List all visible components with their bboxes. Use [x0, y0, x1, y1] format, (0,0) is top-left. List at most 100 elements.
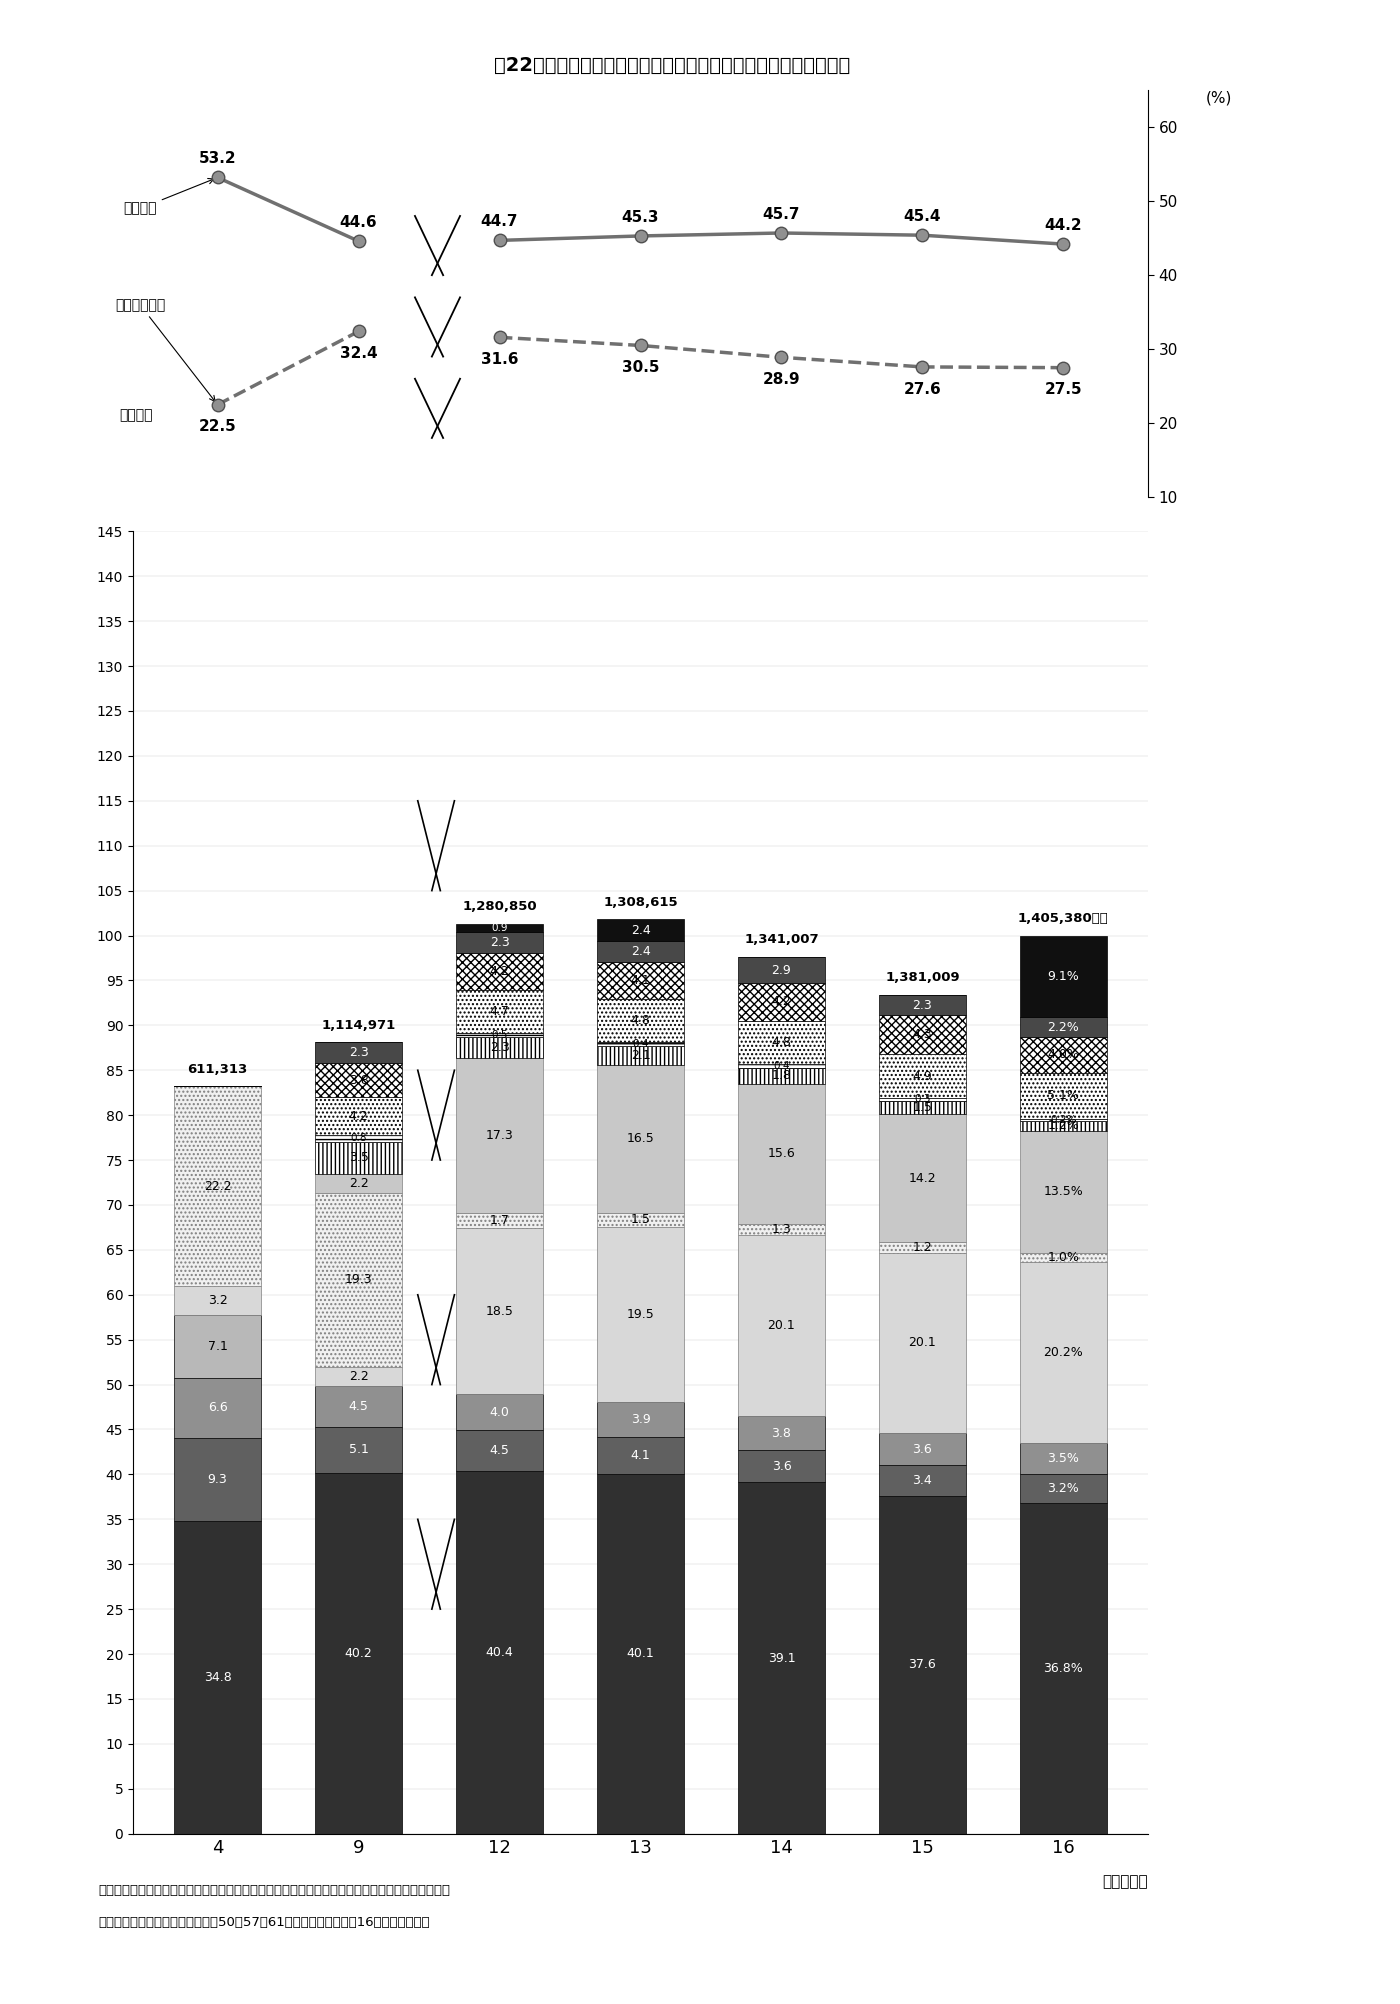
Text: 44.6: 44.6 — [340, 214, 378, 230]
Text: 2.2: 2.2 — [349, 1371, 368, 1383]
Text: 39.1: 39.1 — [767, 1651, 795, 1665]
Bar — [879, 994, 966, 1016]
Bar — [596, 920, 685, 942]
Bar — [174, 1287, 262, 1315]
Text: 4.3: 4.3 — [913, 1028, 932, 1042]
Text: 28.9: 28.9 — [763, 373, 801, 387]
Text: 2.3: 2.3 — [913, 998, 932, 1012]
Text: 18.5: 18.5 — [486, 1305, 514, 1319]
Text: 0.8: 0.8 — [350, 1134, 367, 1144]
Text: 31.6: 31.6 — [480, 353, 518, 367]
Bar — [596, 1473, 685, 1834]
Text: （注）１　地方債現在高は、特定資金公共事業債及び特定資金公共投資事業債を除いた額である。: （注）１ 地方債現在高は、特定資金公共事業債及び特定資金公共投資事業債を除いた額… — [98, 1884, 449, 1896]
Text: 1.7: 1.7 — [490, 1214, 510, 1226]
Bar — [738, 958, 825, 984]
Bar — [456, 1032, 543, 1036]
Bar — [174, 1521, 262, 1834]
Text: 1.2: 1.2 — [913, 1240, 932, 1255]
Bar — [738, 984, 825, 1020]
Bar — [174, 1437, 262, 1521]
Bar — [315, 1192, 402, 1367]
Bar — [174, 1086, 262, 1287]
Text: 4.5: 4.5 — [490, 1445, 510, 1457]
Text: 0.3: 0.3 — [914, 1094, 931, 1104]
Bar — [879, 1495, 966, 1834]
Text: 5.1%: 5.1% — [1047, 1090, 1079, 1102]
Text: 40.1: 40.1 — [627, 1647, 654, 1659]
Text: 40.4: 40.4 — [486, 1645, 514, 1659]
Bar — [315, 1387, 402, 1427]
Text: 1.3: 1.3 — [771, 1222, 791, 1236]
Text: 第22図　地方債現在高の目的別構成比及び借入先別構成比の推移: 第22図 地方債現在高の目的別構成比及び借入先別構成比の推移 — [494, 56, 850, 74]
Text: 3.5: 3.5 — [349, 1152, 368, 1164]
Text: 2.2: 2.2 — [349, 1176, 368, 1190]
Bar — [456, 1395, 543, 1431]
Text: 15.6: 15.6 — [767, 1146, 795, 1160]
Text: 1,114,971: 1,114,971 — [322, 1018, 396, 1032]
Bar — [879, 1100, 966, 1114]
Text: 4.1: 4.1 — [630, 974, 651, 988]
Bar — [456, 1212, 543, 1228]
Text: 1.2%: 1.2% — [1047, 1120, 1079, 1132]
Text: 2.4: 2.4 — [630, 924, 651, 936]
Bar — [456, 990, 543, 1032]
Bar — [738, 1068, 825, 1084]
Text: 53.2: 53.2 — [199, 152, 237, 166]
Bar — [315, 1134, 402, 1142]
Text: 20.1: 20.1 — [909, 1337, 937, 1349]
Text: 1.8: 1.8 — [771, 1068, 791, 1082]
Bar — [1019, 1263, 1107, 1443]
Bar — [738, 1020, 825, 1064]
Text: 市中銀行資金: 市中銀行資金 — [115, 299, 216, 401]
Text: 5.1: 5.1 — [349, 1443, 368, 1457]
Text: 0.9: 0.9 — [491, 924, 508, 934]
Bar — [879, 1242, 966, 1252]
Text: 1.0%: 1.0% — [1047, 1250, 1079, 1265]
Text: 32.4: 32.4 — [340, 347, 378, 361]
Bar — [738, 1236, 825, 1417]
Text: 3.2%: 3.2% — [1047, 1483, 1079, 1495]
Bar — [879, 1433, 966, 1465]
Bar — [879, 1252, 966, 1433]
Text: 13.5%: 13.5% — [1043, 1186, 1084, 1198]
Bar — [596, 1000, 685, 1042]
Text: 4.7: 4.7 — [490, 1004, 510, 1018]
Bar — [738, 1483, 825, 1834]
Text: 6.6: 6.6 — [207, 1401, 227, 1415]
Bar — [1019, 1072, 1107, 1118]
Bar — [1019, 1120, 1107, 1132]
Bar — [596, 1226, 685, 1401]
Bar — [879, 1114, 966, 1242]
Text: 3.6: 3.6 — [913, 1443, 932, 1455]
Text: 27.5: 27.5 — [1044, 383, 1082, 397]
Text: 0.4: 0.4 — [773, 1060, 790, 1070]
Bar — [456, 932, 543, 952]
Bar — [315, 1427, 402, 1473]
Text: 2.3: 2.3 — [490, 1040, 510, 1054]
Text: 政府資金: 政府資金 — [123, 178, 214, 216]
Bar — [315, 1042, 402, 1062]
Bar — [1019, 936, 1107, 1018]
Bar — [1019, 1475, 1107, 1503]
Text: 3.5%: 3.5% — [1047, 1453, 1079, 1465]
Text: 19.3: 19.3 — [344, 1273, 372, 1287]
Bar — [879, 1465, 966, 1495]
Text: 7.1: 7.1 — [207, 1341, 228, 1353]
Text: 19.5: 19.5 — [627, 1307, 654, 1321]
Bar — [174, 1315, 262, 1379]
Text: 4.9: 4.9 — [913, 1070, 932, 1082]
Text: 4.0%: 4.0% — [1047, 1048, 1079, 1062]
Text: 44.7: 44.7 — [480, 214, 518, 228]
Bar — [596, 1064, 685, 1212]
Text: 1,381,009: 1,381,009 — [885, 972, 960, 984]
Text: 0.5: 0.5 — [491, 1030, 508, 1040]
Bar — [738, 1417, 825, 1451]
Bar — [738, 1224, 825, 1236]
Bar — [315, 1142, 402, 1174]
Text: 3.9: 3.9 — [630, 1413, 651, 1425]
Text: 1,308,615: 1,308,615 — [603, 896, 678, 908]
Text: 4.8: 4.8 — [630, 1014, 651, 1028]
Text: 2.4: 2.4 — [630, 946, 651, 958]
Text: 4.0: 4.0 — [490, 1407, 510, 1419]
Bar — [879, 1016, 966, 1054]
